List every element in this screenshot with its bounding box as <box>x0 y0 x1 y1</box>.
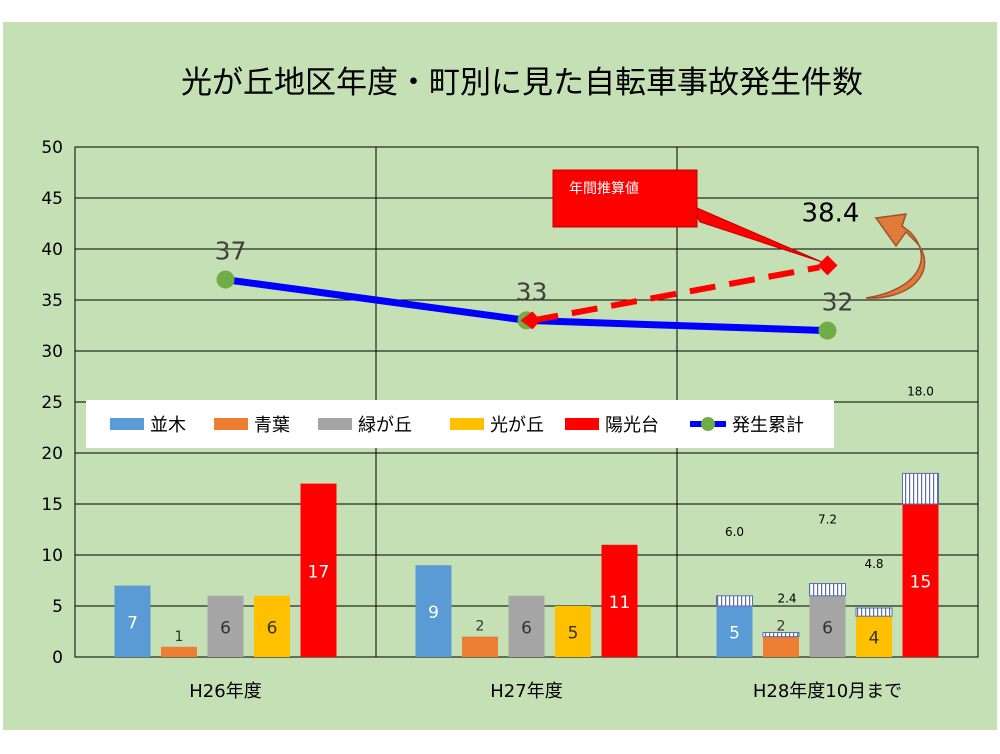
bar <box>300 483 337 657</box>
bar-data-label: 4 <box>869 629 880 649</box>
legend-label: 光が丘 <box>490 415 544 436</box>
y-tick-label: 15 <box>41 495 63 515</box>
bar <box>902 504 939 657</box>
legend-label: 青葉 <box>254 415 290 436</box>
bar <box>809 595 846 657</box>
callout-box <box>552 169 698 228</box>
chart-background <box>3 22 997 730</box>
y-tick-label: 10 <box>41 546 63 566</box>
y-tick-label: 0 <box>52 648 63 668</box>
projection-end-marker <box>817 255 838 276</box>
bar <box>856 616 892 657</box>
curved-arrow <box>865 213 926 299</box>
estimated-total-label: 6.0 <box>725 525 744 539</box>
callout-label: 年間推算値 <box>569 181 639 197</box>
legend-label: 発生累計 <box>732 415 804 436</box>
line-marker <box>216 270 235 289</box>
legend: 並木 青葉 緑が丘 光が丘 陽光台 発生累計 <box>86 400 834 448</box>
line-data-label: 37 <box>215 237 247 266</box>
bar-data-label: 6 <box>822 618 833 638</box>
y-tick-label: 25 <box>41 393 63 413</box>
y-tick-label: 5 <box>52 597 63 617</box>
estimated-bar-extension <box>902 472 939 505</box>
bar-data-label: 9 <box>428 603 439 623</box>
bar-data-label: 2 <box>777 619 786 635</box>
bar <box>207 595 244 657</box>
x-tick-label: H28年度10月まで <box>753 681 902 702</box>
legend-swatch <box>214 418 248 430</box>
legend-swatch <box>450 418 484 430</box>
bar <box>716 606 753 657</box>
bar <box>555 606 591 657</box>
legend-label: 陽光台 <box>605 415 659 436</box>
bar <box>415 565 452 657</box>
estimated-total-label: 4.8 <box>864 557 883 571</box>
line-data-label: 33 <box>516 277 548 306</box>
bar-data-label: 6 <box>267 618 278 638</box>
line-marker <box>818 321 837 340</box>
bar-data-label: 5 <box>729 624 740 644</box>
bar-data-label: 2 <box>476 619 485 635</box>
estimated-bar-extension <box>762 632 800 638</box>
y-tick-label: 30 <box>41 342 63 362</box>
bar-data-label: 7 <box>127 613 138 633</box>
y-tick-label: 40 <box>41 240 63 260</box>
line-data-label: 32 <box>822 288 854 317</box>
chart-title: 光が丘地区年度・町別に見た自転車事故発生件数 <box>181 65 863 101</box>
bar-data-label: 6 <box>220 618 231 638</box>
estimated-bar-extension <box>716 595 753 607</box>
y-tick-label: 20 <box>41 444 63 464</box>
projection: 38.4 年間推算値 <box>520 169 926 330</box>
bar <box>601 544 638 657</box>
bar-data-label: 6 <box>521 618 532 638</box>
bar <box>114 585 151 657</box>
y-tick-label: 50 <box>41 138 63 158</box>
projection-line <box>531 264 821 324</box>
bars: 7 9 5 1 2 2 6 6 6 6 5 4 17 11 15 6.0 2.4 7.2 4.8 18.0 <box>114 384 939 657</box>
y-tick-label: 45 <box>41 189 63 209</box>
bar <box>508 595 545 657</box>
estimated-total-label: 2.4 <box>777 592 796 606</box>
bar <box>254 595 290 657</box>
y-tick-label: 35 <box>41 291 63 311</box>
legend-swatch <box>110 418 144 430</box>
estimated-total-label: 18.0 <box>907 384 934 398</box>
legend-label: 並木 <box>150 415 186 436</box>
estimated-bar-extension <box>855 607 893 617</box>
legend-line-marker <box>701 417 715 431</box>
bar <box>763 636 799 657</box>
legend-label: 緑が丘 <box>358 415 412 436</box>
x-tick-label: H26年度 <box>189 681 261 702</box>
bar-data-label: 1 <box>175 629 184 645</box>
bar-data-label: 5 <box>568 624 579 644</box>
legend-swatch <box>318 418 352 430</box>
bar-data-label: 11 <box>609 593 631 613</box>
estimated-bar-extension <box>809 583 846 597</box>
bar <box>462 636 498 657</box>
bar <box>161 646 197 657</box>
projection-start-marker <box>520 311 541 330</box>
projection-value-label: 38.4 <box>802 198 860 228</box>
bar-data-label: 17 <box>308 562 330 582</box>
x-tick-label: H27年度 <box>490 681 562 702</box>
legend-swatch <box>565 418 599 430</box>
estimated-total-label: 7.2 <box>818 513 837 527</box>
bar-data-label: 15 <box>910 573 932 593</box>
